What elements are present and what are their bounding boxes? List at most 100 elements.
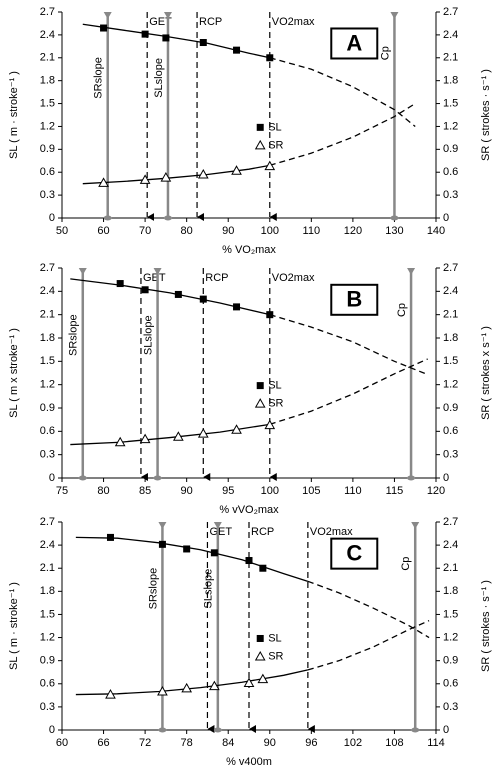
marker-square xyxy=(256,382,264,390)
x-tick-label: 90 xyxy=(181,485,193,497)
fit-curve xyxy=(82,23,270,59)
y-tick-label: 2.4 xyxy=(40,539,55,551)
x-tick-label: 66 xyxy=(97,737,109,749)
x-tick-label: 102 xyxy=(344,737,362,749)
y2-tick-label: 0.3 xyxy=(443,449,458,461)
x-tick-label: 50 xyxy=(56,225,68,237)
line-cap xyxy=(103,12,112,19)
panel-letter: A xyxy=(346,30,362,55)
slope-label: SLslope xyxy=(142,315,154,355)
x-tick-label: 130 xyxy=(385,225,403,237)
fit-curve xyxy=(269,103,416,166)
marker-square xyxy=(116,280,124,288)
y2-tick-label: 1.8 xyxy=(443,332,458,344)
marker-triangle xyxy=(105,689,116,699)
marker-triangle xyxy=(139,174,151,184)
marker-triangle xyxy=(231,165,242,175)
threshold-label: RCP xyxy=(205,272,228,284)
y-tick-label: 2.7 xyxy=(40,6,55,18)
line-foot xyxy=(213,727,222,733)
line-foot xyxy=(163,215,172,221)
y2-tick-label: 2.4 xyxy=(443,285,458,297)
y2-tick-label: 0.6 xyxy=(443,425,458,437)
y2-tick-label: 1.8 xyxy=(443,75,458,87)
fit-curve xyxy=(307,620,430,671)
slope-label: SRslope xyxy=(68,314,80,356)
y-axis-label: SL ( m · stroke⁻¹ ) xyxy=(8,582,20,670)
y-tick-label: 0.6 xyxy=(40,425,55,437)
y2-tick-label: 0.9 xyxy=(443,143,458,155)
y2-tick-label: 1.2 xyxy=(443,631,458,643)
y-tick-label: 0.9 xyxy=(40,143,55,155)
x-tick-label: 95 xyxy=(222,485,234,497)
line-foot xyxy=(390,215,399,221)
line-cap xyxy=(411,522,420,529)
y-tick-label: 0.6 xyxy=(40,678,55,690)
marker-square xyxy=(266,54,274,62)
y-tick-label: 1.5 xyxy=(40,355,55,367)
slope-label: SLslope xyxy=(203,569,215,609)
marker-square xyxy=(259,564,267,572)
marker-triangle xyxy=(243,677,255,688)
fit-curve xyxy=(75,536,309,582)
fit-curve xyxy=(269,314,428,376)
marker-triangle xyxy=(197,168,209,179)
y2-tick-label: 2.4 xyxy=(443,539,458,551)
x-tick-label: 108 xyxy=(385,737,403,749)
x-tick-label: 78 xyxy=(181,737,193,749)
marker-triangle xyxy=(98,177,109,187)
slope-label: SRslope xyxy=(93,57,105,99)
y2-tick-label: 2.4 xyxy=(443,29,458,41)
y2-tick-label: 2.1 xyxy=(443,562,458,574)
marker-square xyxy=(245,557,253,565)
y-tick-label: 1.2 xyxy=(40,379,55,391)
y-axis-label: SL ( m · stroke⁻¹ ) xyxy=(8,71,20,159)
marker-triangle xyxy=(264,160,276,171)
line-foot xyxy=(78,475,87,481)
x-tick-label: 90 xyxy=(222,225,234,237)
panel-box xyxy=(330,27,379,60)
x-tick-label: 100 xyxy=(261,225,279,237)
y-tick-label: 1.8 xyxy=(40,585,55,597)
y-tick-label: 0 xyxy=(49,212,55,224)
panel-letter: B xyxy=(346,287,362,312)
y-tick-label: 2.1 xyxy=(40,562,55,574)
x-tick-label: 84 xyxy=(222,737,234,749)
y-tick-label: 0.6 xyxy=(40,166,55,178)
fit-curve xyxy=(269,358,428,425)
marker-square xyxy=(266,311,274,319)
marker-triangle xyxy=(173,431,184,441)
marker-triangle xyxy=(197,428,209,438)
y2-tick-label: 0.9 xyxy=(443,402,458,414)
y2-tick-label: 2.1 xyxy=(443,52,458,64)
y2-tick-label: 0 xyxy=(443,724,449,736)
line-foot xyxy=(103,215,112,221)
marker-square xyxy=(183,545,191,553)
x-tick-label: 80 xyxy=(97,485,109,497)
line-cap xyxy=(213,522,222,529)
y-tick-label: 0 xyxy=(49,724,55,736)
x-tick-label: 85 xyxy=(139,485,151,497)
slope-label: Cp xyxy=(396,303,408,317)
line-cap xyxy=(163,12,172,19)
marker-square xyxy=(100,24,108,32)
threshold-label: RCP xyxy=(251,526,274,538)
marker-square xyxy=(141,30,149,38)
threshold-label: RCP xyxy=(199,16,222,28)
y-tick-label: 1.8 xyxy=(40,75,55,87)
threshold-label: VO2max xyxy=(310,526,353,538)
marker-triangle xyxy=(209,680,220,691)
line-cap xyxy=(158,522,167,529)
y2-tick-label: 0.9 xyxy=(443,655,458,667)
panel-letter: C xyxy=(346,540,362,565)
x-axis-label: % v400m xyxy=(226,756,272,768)
fit-curve xyxy=(307,580,430,639)
y2-tick-label: 0 xyxy=(443,212,449,224)
x-tick-label: 96 xyxy=(305,737,317,749)
y2-tick-label: 2.7 xyxy=(443,262,458,274)
x-tick-label: 120 xyxy=(344,225,362,237)
line-cap xyxy=(153,268,162,275)
fit-curve xyxy=(70,423,270,446)
line-cap xyxy=(390,12,399,19)
